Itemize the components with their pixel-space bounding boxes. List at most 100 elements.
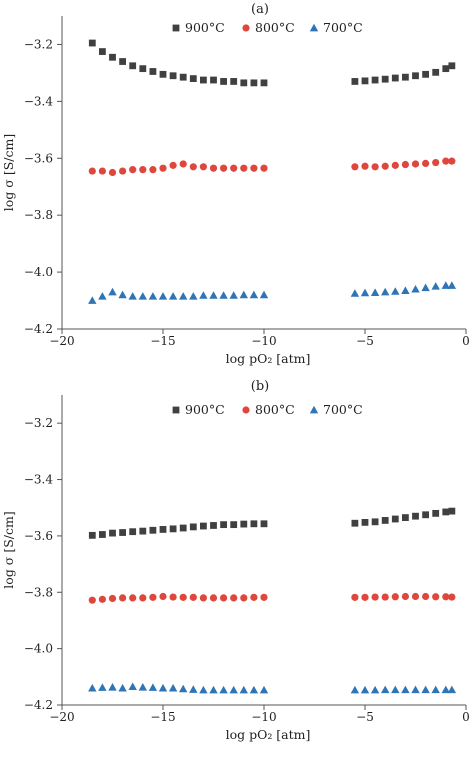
data-point bbox=[119, 58, 126, 65]
data-point bbox=[168, 683, 178, 692]
data-point bbox=[189, 593, 197, 601]
data-point bbox=[411, 284, 420, 293]
x-axis-label: log pO₂ [atm] bbox=[226, 727, 311, 742]
data-point bbox=[99, 48, 106, 55]
data-point bbox=[139, 527, 147, 535]
data-point bbox=[422, 592, 430, 601]
data-point bbox=[219, 685, 228, 694]
data-point bbox=[402, 73, 409, 81]
data-point bbox=[98, 167, 106, 175]
data-point bbox=[109, 529, 116, 537]
data-point bbox=[350, 289, 360, 297]
data-point bbox=[169, 525, 177, 533]
x-tick-label: −20 bbox=[49, 710, 74, 724]
data-point bbox=[99, 531, 106, 538]
data-point bbox=[159, 526, 167, 533]
data-point bbox=[442, 593, 450, 601]
data-point bbox=[148, 683, 158, 691]
data-point bbox=[240, 79, 248, 87]
data-point bbox=[129, 62, 137, 70]
data-point bbox=[370, 685, 380, 694]
legend-marker-triangle bbox=[309, 23, 319, 32]
data-point bbox=[360, 288, 370, 297]
data-point bbox=[128, 682, 137, 691]
panel-b: (b) −20 −15 −10 −5 0 −3.2 −3.4 −3.6 −3.8 −4.0 −4.2 l… bbox=[1, 379, 470, 742]
data-point bbox=[412, 512, 419, 520]
data-point bbox=[210, 522, 217, 529]
data-point bbox=[360, 685, 370, 694]
data-point bbox=[169, 593, 177, 601]
data-point bbox=[159, 592, 167, 601]
data-point bbox=[129, 528, 137, 536]
data-point bbox=[88, 296, 97, 304]
data-point bbox=[149, 166, 157, 174]
data-point bbox=[260, 164, 268, 172]
data-point bbox=[189, 163, 197, 171]
data-point bbox=[448, 62, 456, 70]
data-point bbox=[371, 593, 379, 601]
data-point bbox=[411, 685, 420, 694]
data-point bbox=[260, 520, 268, 528]
data-point bbox=[442, 65, 450, 73]
data-point bbox=[149, 526, 157, 534]
legend-marker-square bbox=[172, 406, 180, 414]
panel-label: (a) bbox=[251, 2, 269, 17]
data-point bbox=[412, 72, 419, 80]
data-point bbox=[361, 77, 369, 85]
data-point bbox=[448, 157, 456, 165]
data-point bbox=[230, 521, 238, 529]
legend-marker-triangle bbox=[309, 405, 319, 414]
data-point bbox=[129, 594, 137, 602]
data-point bbox=[391, 515, 399, 523]
legend-marker-square bbox=[172, 24, 180, 32]
data-point bbox=[250, 593, 258, 601]
y-tick-label: −4.0 bbox=[24, 265, 53, 279]
data-point bbox=[200, 522, 207, 530]
data-point bbox=[371, 518, 379, 526]
data-point bbox=[351, 593, 359, 601]
data-point bbox=[401, 685, 410, 694]
data-point bbox=[411, 592, 420, 601]
data-point bbox=[447, 281, 457, 289]
data-point bbox=[401, 160, 409, 169]
data-point bbox=[441, 281, 450, 289]
data-point bbox=[179, 160, 187, 168]
data-point bbox=[179, 684, 188, 693]
data-point bbox=[169, 161, 177, 169]
data-point bbox=[361, 162, 369, 170]
data-point bbox=[370, 288, 380, 296]
data-point bbox=[159, 164, 167, 172]
data-point bbox=[179, 524, 187, 532]
data-point bbox=[229, 291, 238, 299]
y-tick-label: −3.2 bbox=[24, 37, 53, 51]
data-point bbox=[108, 594, 117, 603]
data-point bbox=[189, 523, 197, 531]
data-point bbox=[249, 290, 259, 299]
data-point bbox=[139, 594, 147, 602]
data-point bbox=[220, 594, 228, 602]
data-point bbox=[351, 78, 359, 85]
data-point bbox=[118, 683, 127, 692]
data-point bbox=[447, 685, 457, 694]
data-point bbox=[361, 518, 369, 526]
data-point bbox=[442, 157, 450, 165]
data-point bbox=[391, 161, 399, 169]
data-point bbox=[421, 685, 430, 694]
y-axis-label: log σ [S/cm] bbox=[1, 134, 16, 211]
x-axis-label: log pO₂ [atm] bbox=[226, 351, 311, 366]
data-point bbox=[448, 507, 456, 515]
x-tick-label: −10 bbox=[251, 334, 276, 348]
x-tick-label: −5 bbox=[356, 334, 374, 348]
y-tick-label: −3.4 bbox=[24, 94, 54, 108]
y-tick-label: −3.6 bbox=[24, 529, 53, 543]
data-point bbox=[422, 70, 429, 78]
data-point bbox=[260, 593, 268, 601]
data-point bbox=[431, 282, 440, 290]
data-point bbox=[119, 594, 127, 602]
data-point bbox=[381, 685, 390, 694]
data-point bbox=[381, 593, 389, 601]
x-tick-label: −15 bbox=[150, 710, 175, 724]
data-point bbox=[179, 292, 188, 300]
data-point bbox=[148, 292, 158, 300]
